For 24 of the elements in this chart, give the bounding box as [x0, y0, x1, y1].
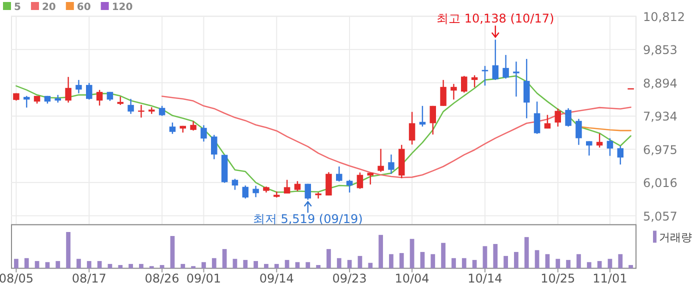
x-tick-label: 11/01: [592, 271, 628, 286]
x-tick-label: 08/17: [72, 271, 106, 286]
legend-label: 5: [14, 2, 21, 13]
x-tick-label: 08/26: [144, 271, 180, 286]
x-tick-label: 10/14: [468, 271, 502, 286]
x-tick-label: 09/01: [186, 271, 222, 286]
y-tick-label: 6,016: [643, 176, 678, 190]
y-tick-label: 5,057: [643, 209, 678, 224]
y-tick-label: 9,853: [643, 43, 678, 58]
x-tick-label: 08/05: [0, 271, 34, 286]
y-tick-label: 7,934: [643, 110, 678, 124]
legend-label: 거래량: [659, 231, 692, 244]
x-tick-label: 09/14: [259, 271, 294, 286]
annotation: 최고 10,138 (10/17): [436, 12, 554, 26]
y-tick-label: 6,975: [643, 142, 678, 157]
x-tick-label: 09/23: [332, 271, 367, 286]
legend-label: 120: [112, 2, 133, 13]
x-tick-label: 10/25: [540, 271, 576, 286]
annotation: 최저 5,519 (09/19): [252, 212, 363, 226]
x-tick-label: 10/04: [394, 271, 430, 286]
y-tick-label: 10,812: [643, 10, 685, 24]
legend-label: 60: [76, 2, 91, 13]
y-tick-label: 8,894: [643, 76, 678, 90]
legend-label: 20: [42, 2, 56, 13]
